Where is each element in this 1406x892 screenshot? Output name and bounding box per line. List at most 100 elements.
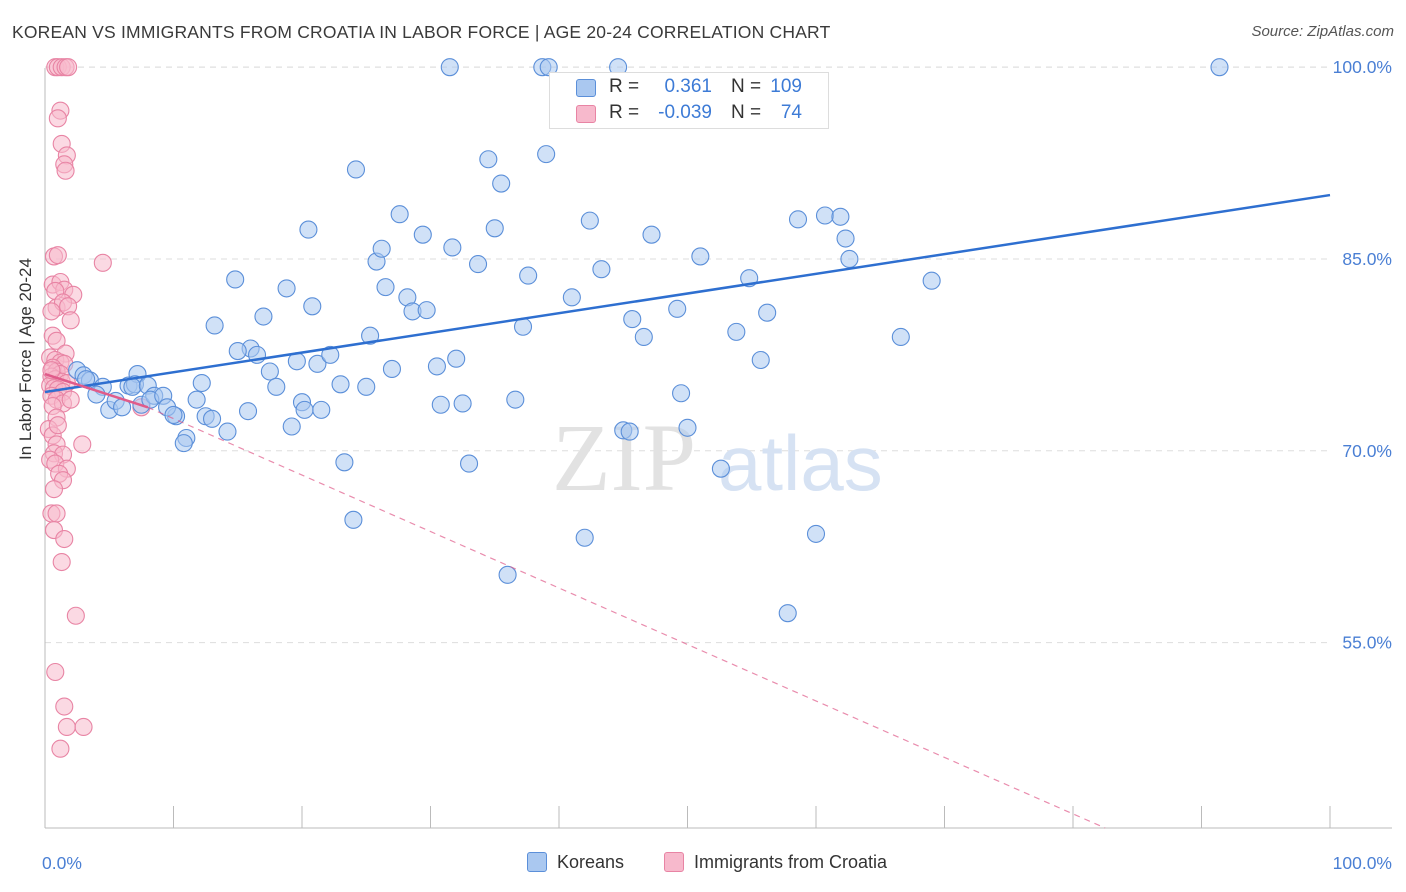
korean-point: [575, 528, 594, 547]
korean-point: [267, 377, 286, 396]
korean-point: [357, 377, 376, 396]
korean-trend-line: [44, 193, 1331, 394]
axes: [44, 68, 1392, 829]
croatia-point: [42, 302, 61, 321]
bottom-legend-swatch-blue: [527, 852, 547, 872]
korean-point: [228, 341, 247, 361]
legend-row-koreans: R = 0.361 N = 109: [550, 75, 830, 101]
legend-n-label: N =: [731, 102, 762, 123]
korean-point: [836, 229, 855, 248]
korean-point: [580, 211, 599, 230]
korean-point: [453, 394, 472, 413]
legend-n-value: 74: [780, 102, 802, 123]
korean-point: [203, 409, 222, 428]
korean-point: [711, 459, 730, 478]
korean-point: [372, 239, 391, 258]
korean-point: [459, 454, 479, 473]
croatia-points: [39, 58, 151, 758]
korean-point: [492, 174, 511, 193]
bottom-legend-croatia: Immigrants from Croatia: [664, 852, 887, 873]
croatia-point: [47, 331, 66, 350]
korean-point: [226, 270, 245, 289]
croatia-point: [59, 58, 78, 77]
correlation-legend: R = 0.361 N = 109 R = -0.039 N = 74: [549, 72, 829, 129]
korean-point: [344, 510, 363, 529]
korean-point: [321, 345, 340, 364]
korean-point: [440, 58, 459, 77]
croatia-point: [73, 435, 92, 454]
korean-point: [468, 255, 488, 274]
korean-point: [443, 238, 462, 257]
korean-point: [519, 266, 538, 285]
korean-point: [164, 405, 183, 425]
croatia-point: [74, 717, 93, 737]
korean-point: [447, 349, 466, 368]
korean-point: [382, 359, 402, 379]
korean-point: [642, 225, 661, 244]
korean-point: [282, 417, 301, 436]
korean-point: [623, 310, 642, 329]
legend-r-value: 0.361: [664, 76, 712, 97]
korean-point: [238, 402, 258, 421]
legend-n-value: 109: [770, 76, 802, 97]
korean-point: [539, 58, 558, 77]
korean-point: [192, 373, 211, 393]
chart-title: KOREAN VS IMMIGRANTS FROM CROATIA IN LAB…: [12, 22, 831, 42]
korean-point: [123, 377, 142, 396]
croatia-point: [61, 390, 80, 409]
korean-point: [205, 316, 224, 335]
korean-point: [187, 390, 206, 409]
watermark: ZIP atlas: [552, 404, 883, 511]
korean-point: [427, 357, 446, 376]
korean-point: [413, 225, 432, 244]
korean-point: [431, 395, 450, 414]
croatia-point: [51, 739, 70, 758]
croatia-point: [93, 253, 112, 272]
korean-point: [277, 279, 296, 298]
korean-point: [778, 604, 797, 623]
croatia-point: [52, 552, 71, 572]
legend-swatch-blue: [576, 79, 596, 97]
korean-point: [891, 327, 910, 347]
korean-point: [815, 206, 835, 225]
korean-point: [308, 354, 327, 373]
korean-point: [299, 220, 318, 239]
korean-point: [390, 205, 409, 224]
trend-lines: [44, 193, 1331, 829]
korean-points: [68, 58, 1229, 623]
y-tick-label: 85.0%: [1342, 249, 1392, 269]
korean-point: [417, 301, 436, 320]
korean-point: [506, 390, 525, 409]
x-tick-labels: 0.0% 100.0%: [42, 853, 1392, 873]
croatia-point: [55, 529, 74, 549]
bottom-legend-swatch-pink: [664, 852, 684, 872]
legend-r-label: R =: [609, 76, 640, 97]
korean-point: [260, 362, 279, 381]
korean-point: [831, 207, 850, 226]
legend-r-label: R =: [609, 102, 640, 123]
korean-point: [1210, 58, 1229, 77]
croatia-point: [66, 606, 85, 625]
korean-point: [346, 160, 366, 179]
korean-point: [727, 322, 746, 341]
korean-point: [295, 400, 314, 419]
gridlines: [45, 66, 1330, 644]
korean-point: [537, 145, 556, 164]
y-tick-label: 100.0%: [1333, 57, 1392, 77]
korean-point: [485, 219, 504, 238]
korean-point: [922, 271, 941, 290]
bottom-legend-koreans: Koreans: [527, 852, 624, 873]
watermark-zip: ZIP: [552, 404, 696, 511]
korean-point: [678, 418, 697, 437]
korean-point: [620, 422, 639, 441]
korean-point: [331, 375, 350, 394]
korean-point: [335, 453, 354, 472]
croatia-point: [57, 717, 76, 737]
korean-point: [668, 299, 687, 318]
korean-point: [479, 150, 498, 169]
korean-point: [634, 327, 653, 347]
legend-row-croatia: R = -0.039 N = 74: [550, 101, 830, 127]
korean-point: [376, 278, 395, 297]
korean-point: [788, 210, 808, 229]
korean-point: [312, 400, 331, 419]
